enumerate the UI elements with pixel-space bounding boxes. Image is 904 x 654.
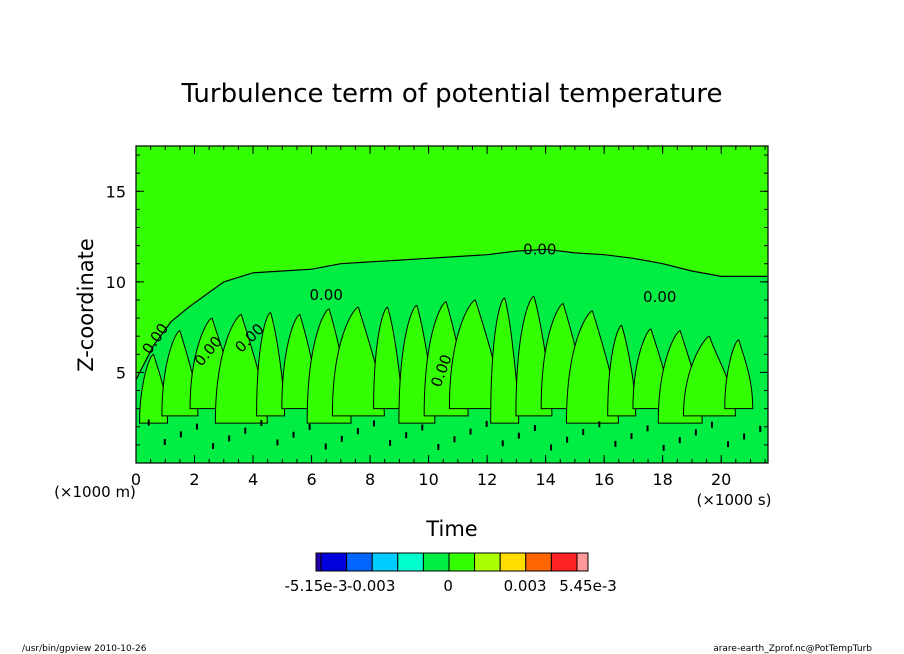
contour-speck (550, 444, 553, 451)
contour-speck (389, 439, 392, 446)
zero-contour-envelope (135, 248, 768, 380)
colorbar-swatch (422, 552, 450, 572)
x-tick-label: 6 (306, 470, 316, 489)
colorbar-swatch (525, 552, 552, 572)
contour-speck (308, 424, 311, 431)
contour-speck (678, 437, 681, 444)
x-tick-label: 4 (248, 470, 258, 489)
x-axis-title: Time (425, 517, 477, 541)
colorbar-swatch (550, 552, 578, 572)
contour-speck (147, 419, 150, 426)
contour-speck (260, 419, 263, 426)
contour-blobs (139, 295, 762, 451)
colorbar-swatch (320, 552, 348, 572)
contour-speck (614, 440, 617, 447)
y-tick-label: 10 (106, 273, 126, 292)
contour-speck (727, 441, 730, 448)
colorbar-label: 5.45e-3 (559, 577, 617, 595)
contour-speck (710, 421, 713, 428)
y-tick-label: 15 (106, 182, 126, 201)
colorbar-swatch (346, 552, 373, 572)
plot-area: 0.00 0.000.000.00 0.000.000.00 (135, 145, 769, 464)
contour-speck (517, 432, 520, 439)
plot-frame (135, 145, 769, 464)
x-tick-label: 18 (652, 470, 672, 489)
colorbar-swatch (448, 552, 476, 572)
y-axis-ticks: 5 10 15 (106, 154, 768, 446)
contour-speck (533, 424, 536, 431)
y-axis-title: Z-coordinate (74, 238, 98, 372)
contour-speck (244, 427, 247, 434)
contour-speck (421, 424, 424, 431)
contour-speck (485, 420, 488, 427)
colorbar-swatch (576, 552, 589, 572)
contour-speck (373, 420, 375, 427)
contour-speck (324, 443, 327, 450)
colorbar (315, 552, 589, 572)
contour-speck (276, 439, 279, 446)
footer-left: /usr/bin/gpview 2010-10-26 (22, 644, 147, 654)
contour-label: 0.00 (523, 241, 556, 259)
contour-speck (582, 429, 585, 436)
contour-speck (340, 435, 343, 442)
footer-right: arare-earth_Zprof.nc@PotTempTurb (713, 644, 872, 654)
x-tick-label: 2 (189, 470, 199, 489)
contour-speck (292, 431, 295, 438)
contour-speck (195, 423, 198, 430)
contour-speck (598, 421, 601, 428)
contour-speck (163, 438, 166, 445)
colorbar-swatch (499, 552, 527, 572)
contour-speck (212, 443, 215, 450)
colorbar-labels: -5.15e-3 -0.003 0 0.003 5.45e-3 (285, 577, 617, 595)
colorbar-swatch (315, 552, 322, 572)
contour-speck (356, 428, 359, 435)
contour-speck (646, 425, 649, 432)
contour-speck (630, 433, 633, 440)
colorbar-label: -5.15e-3 (285, 577, 348, 595)
contour-speck (228, 435, 231, 442)
x-tick-label: 8 (365, 470, 375, 489)
colorbar-label: -0.003 (347, 577, 395, 595)
contour-speck (743, 433, 746, 440)
contour-label: 0.00 (309, 286, 342, 304)
contour-speck (469, 428, 472, 435)
x-axis-unit: (×1000 s) (696, 491, 771, 509)
contour-speck (566, 436, 569, 443)
contour-speck (179, 431, 182, 438)
colorbar-label: 0 (443, 577, 453, 595)
contour-speck (759, 425, 762, 432)
colorbar-label: 0.003 (504, 577, 547, 595)
contour-speck (694, 429, 697, 436)
y-tick-label: 5 (116, 363, 126, 382)
contour-speck (405, 432, 408, 439)
colorbar-swatch (371, 552, 399, 572)
contour-speck (453, 436, 456, 443)
x-tick-label: 20 (711, 470, 731, 489)
contour-speck (501, 440, 504, 447)
x-tick-label: 16 (594, 470, 614, 489)
contour-speck (437, 443, 440, 450)
x-tick-label: 12 (477, 470, 497, 489)
colorbar-swatch (474, 552, 501, 572)
x-tick-label: 14 (535, 470, 555, 489)
colorbar-swatch (397, 552, 424, 572)
chart-title: Turbulence term of potential temperature (180, 79, 722, 109)
x-axis-ticks: 0 2 4 6 8 10 12 14 16 18 20 (131, 146, 766, 489)
y-axis-unit: (×1000 m) (54, 483, 136, 501)
contour-label: 0.00 (643, 288, 676, 306)
x-tick-label: 10 (418, 470, 438, 489)
contour-blob (724, 339, 754, 410)
x-tick-label: 0 (131, 470, 141, 489)
contour-speck (662, 444, 665, 451)
